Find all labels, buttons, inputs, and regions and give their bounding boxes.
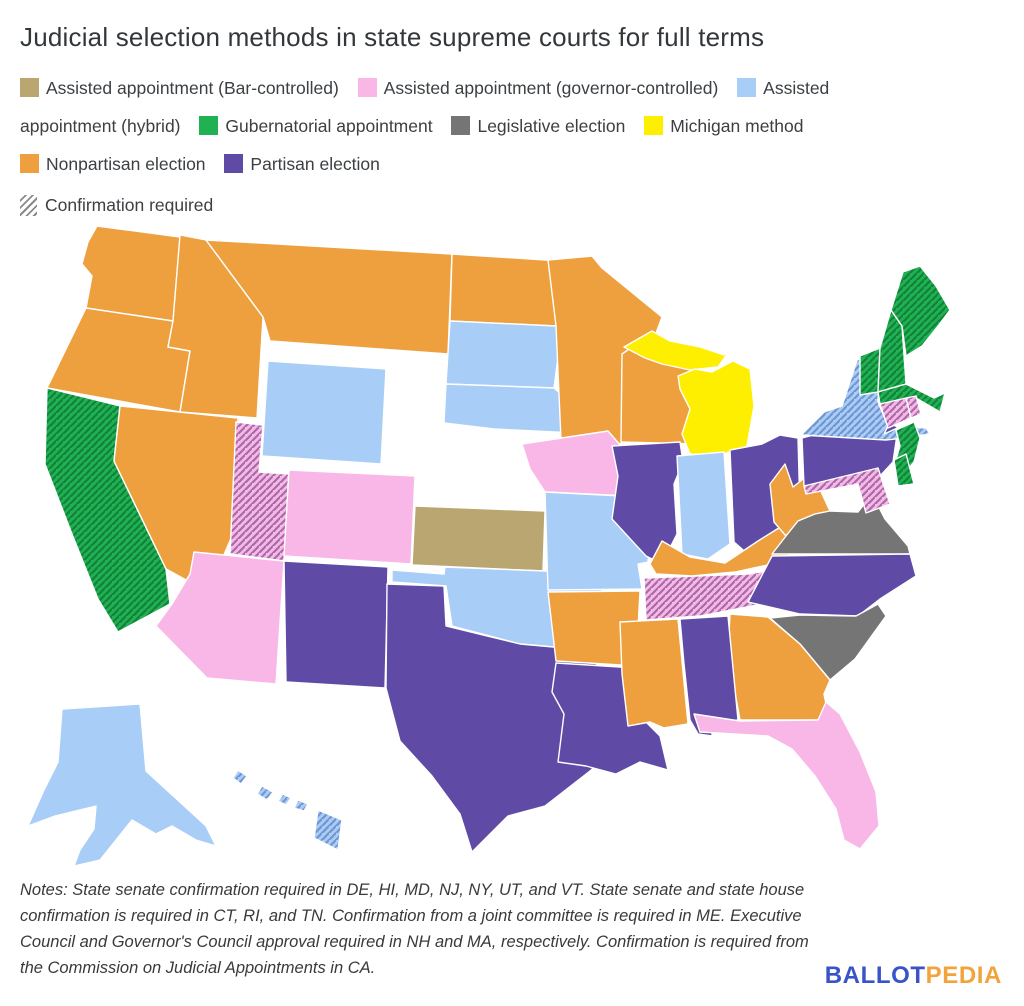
state-HI[interactable] <box>232 769 343 851</box>
state-IN[interactable] <box>676 451 731 560</box>
legend-label-bar: Assisted appointment (Bar-controlled) <box>46 78 339 98</box>
logo-ballot: BALLOT <box>824 962 926 989</box>
state-ME[interactable] <box>890 265 951 357</box>
legend-swatch-legislative <box>451 116 471 135</box>
state-WA[interactable] <box>81 225 181 322</box>
state-NH[interactable] <box>877 309 907 393</box>
hatch-pattern-icon <box>20 195 37 216</box>
ballotpedia-logo: BALLOTPEDIA <box>825 962 1002 990</box>
legend-swatch-michigan <box>644 116 664 135</box>
map-notes: Notes: State senate confirmation require… <box>20 881 809 977</box>
state-AZ[interactable] <box>155 551 285 685</box>
state-RI[interactable] <box>905 395 922 419</box>
legend-swatch-partisan <box>224 154 244 173</box>
legend-label-legislative: Legislative election <box>477 116 626 136</box>
page-title: Judicial selection methods in state supr… <box>20 22 765 52</box>
legend-item-partisan: Partisan election <box>224 154 380 174</box>
legend-swatch-gubernatorial <box>199 116 219 135</box>
legend-label-partisan: Partisan election <box>250 154 380 174</box>
state-MT[interactable] <box>205 239 453 355</box>
us-map <box>27 225 951 867</box>
legend-label-nonpartisan: Nonpartisan election <box>46 154 206 174</box>
logo-pedia: PEDIA <box>925 962 1002 989</box>
state-FL[interactable] <box>693 701 880 850</box>
legend-swatch-hybrid <box>737 78 757 97</box>
states-layer <box>27 225 951 867</box>
state-WY[interactable] <box>261 360 387 465</box>
state-AL[interactable] <box>679 615 739 737</box>
state-AK[interactable] <box>27 703 217 867</box>
legend-label-governor: Assisted appointment (governor-controlle… <box>383 78 719 98</box>
confirmation-legend-label: Confirmation required <box>45 195 214 215</box>
legend: Assisted appointment (Bar-controlled) As… <box>20 69 840 183</box>
state-VT[interactable] <box>859 347 881 396</box>
state-KS[interactable] <box>411 505 546 572</box>
state-NM[interactable] <box>283 560 389 689</box>
confirmation-legend: Confirmation required <box>20 193 1004 217</box>
legend-item-legislative: Legislative election <box>451 116 625 136</box>
legend-item-bar: Assisted appointment (Bar-controlled) <box>20 78 339 98</box>
state-MD[interactable] <box>803 467 891 514</box>
state-MI[interactable] <box>623 330 755 457</box>
legend-label-gubernatorial: Gubernatorial appointment <box>225 116 433 136</box>
state-CO[interactable] <box>283 469 416 565</box>
legend-item-nonpartisan: Nonpartisan election <box>20 154 206 174</box>
state-DE[interactable] <box>893 453 915 487</box>
legend-swatch-bar <box>20 78 39 97</box>
state-MS[interactable] <box>619 618 689 729</box>
legend-swatch-nonpartisan <box>20 154 39 173</box>
legend-item-hybrid: Assisted appointment (hybrid) <box>20 78 829 136</box>
legend-label-hybrid: Assisted appointment (hybrid) <box>20 78 830 136</box>
legend-swatch-governor <box>357 78 377 97</box>
legend-item-michigan: Michigan method <box>644 116 804 136</box>
legend-item-gubernatorial: Gubernatorial appointment <box>199 116 433 136</box>
state-NC[interactable] <box>747 553 917 617</box>
state-ND[interactable] <box>449 253 562 327</box>
legend-item-governor: Assisted appointment (governor-controlle… <box>357 78 719 98</box>
state-SD[interactable] <box>445 320 562 389</box>
legend-label-michigan: Michigan method <box>670 116 804 136</box>
